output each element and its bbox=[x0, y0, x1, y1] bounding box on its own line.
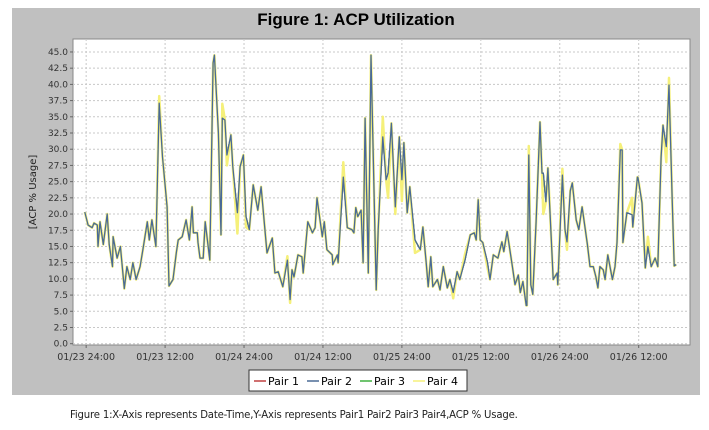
x-tick-label: 01/26 24:00 bbox=[531, 352, 589, 363]
y-axis-label: [ACP % Usage] bbox=[28, 155, 39, 230]
x-tick-label: 01/26 12:00 bbox=[610, 352, 668, 363]
y-tick-label: 42.5 bbox=[48, 64, 68, 74]
y-tick-label: 22.5 bbox=[48, 194, 68, 204]
y-tick-label: 0.0 bbox=[54, 340, 69, 350]
x-tick-label: 01/25 24:00 bbox=[373, 352, 431, 363]
legend-label: Pair 1 bbox=[268, 375, 299, 388]
series-line-pair-2 bbox=[84, 54, 677, 307]
y-tick-label: 25.0 bbox=[48, 178, 68, 188]
y-tick-label: 35.0 bbox=[48, 113, 68, 123]
series-lines bbox=[83, 53, 677, 307]
y-tick-label: 10.0 bbox=[48, 275, 68, 285]
y-tick-label: 12.5 bbox=[48, 259, 68, 269]
y-axis: 0.0 2.5 5.0 7.5 10.0 12.5 15.0 17.5 20.0 22.5 25.0… bbox=[48, 48, 73, 350]
legend-box bbox=[248, 369, 468, 392]
y-tick-label: 45.0 bbox=[48, 48, 68, 58]
x-axis: 01/23 24:00 01/23 12:00 01/24 24:00 01/24 1… bbox=[57, 345, 668, 363]
chart-title: Figure 1: ACP Utilization bbox=[257, 10, 454, 29]
y-tick-label: 5.0 bbox=[54, 307, 69, 317]
y-tick-label: 15.0 bbox=[48, 242, 68, 252]
y-tick-label: 37.5 bbox=[48, 97, 68, 107]
y-tick-label: 20.0 bbox=[48, 210, 68, 220]
y-tick-label: 27.5 bbox=[48, 161, 68, 171]
plot-area bbox=[72, 38, 691, 346]
x-tick-label: 01/24 24:00 bbox=[215, 352, 273, 363]
x-tick-label: 01/25 12:00 bbox=[452, 352, 510, 363]
legend-label: Pair 3 bbox=[374, 375, 405, 388]
x-tick-label: 01/23 24:00 bbox=[57, 352, 115, 363]
x-tick-label: 01/23 12:00 bbox=[136, 352, 194, 363]
legend-label: Pair 2 bbox=[321, 375, 352, 388]
y-tick-label: 40.0 bbox=[48, 80, 68, 90]
y-tick-label: 7.5 bbox=[54, 291, 68, 301]
legend-label: Pair 4 bbox=[427, 375, 458, 388]
y-tick-label: 17.5 bbox=[48, 226, 68, 236]
y-tick-label: 32.5 bbox=[48, 129, 68, 139]
y-tick-label: 30.0 bbox=[48, 145, 68, 155]
legend: Pair 1 Pair 2 Pair 3 Pair 4 bbox=[248, 369, 468, 392]
y-tick-label: 2.5 bbox=[54, 323, 68, 333]
figure-caption: Figure 1:X-Axis represents Date-Time,Y-A… bbox=[70, 408, 518, 421]
x-tick-label: 01/24 12:00 bbox=[294, 352, 352, 363]
